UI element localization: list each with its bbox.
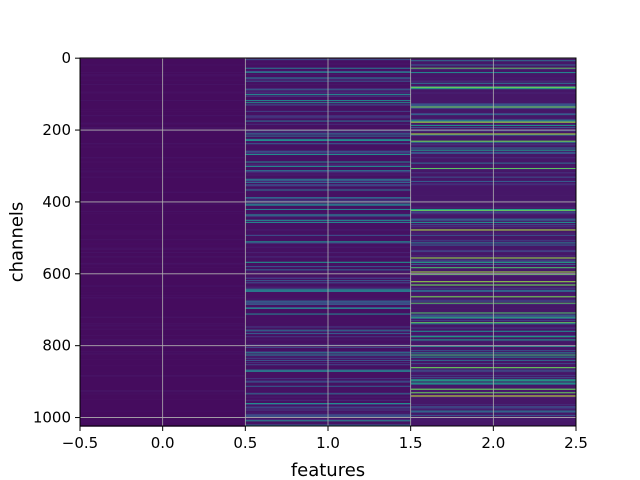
y-tick-label: 200 [42, 121, 71, 139]
plot-area [79, 57, 577, 427]
y-tick-label: 600 [42, 265, 71, 283]
y-tick-label: 0 [61, 49, 71, 67]
x-tick-label: 1.5 [399, 434, 423, 452]
x-axis-label: features [291, 460, 365, 480]
y-axis-ticks: 0 200 400 600 800 1000 [33, 49, 80, 427]
x-axis-ticks: −0.5 0.0 0.5 1.0 1.5 2.0 2.5 [62, 426, 588, 452]
x-tick-label: 0.5 [233, 434, 257, 452]
x-tick-label: 0.0 [151, 434, 175, 452]
y-tick-label: 1000 [33, 409, 71, 427]
x-tick-label: −0.5 [62, 434, 98, 452]
x-tick-label: 1.0 [316, 434, 340, 452]
y-tick-label: 800 [42, 337, 71, 355]
x-tick-label: 2.5 [564, 434, 588, 452]
y-tick-label: 400 [42, 193, 71, 211]
y-axis-label: channels [6, 202, 27, 283]
x-tick-label: 2.0 [481, 434, 505, 452]
